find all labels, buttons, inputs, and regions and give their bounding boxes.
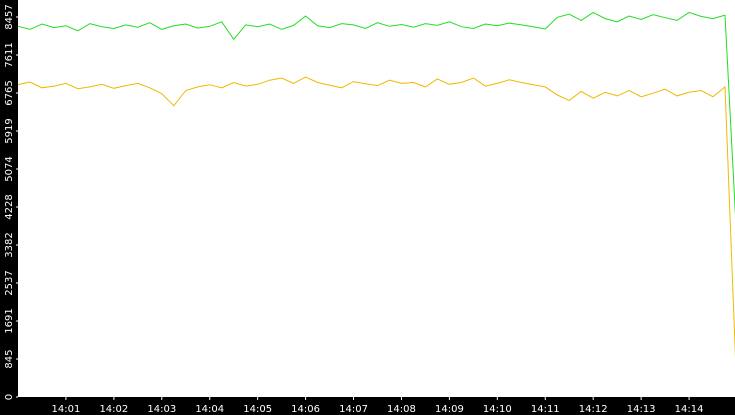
x-tick-label: 14:12: [579, 404, 608, 415]
series-line: [18, 76, 735, 359]
x-axis-strip: [0, 397, 735, 415]
x-tick-label: 14:11: [531, 404, 560, 415]
y-tick-label: 5919: [4, 118, 15, 143]
y-tick-label: 5074: [4, 156, 15, 181]
x-tick-label: 14:07: [339, 404, 368, 415]
plot-area: [18, 11, 735, 359]
x-tick-label: 14:04: [195, 404, 224, 415]
y-tick-label: 845: [4, 349, 15, 368]
y-tick-label: 1691: [4, 308, 15, 333]
x-tick-label: 14:06: [291, 404, 320, 415]
x-tick-label: 14:10: [483, 404, 512, 415]
y-tick-label: 7611: [4, 42, 15, 67]
x-tick-label: 14:13: [627, 404, 656, 415]
y-tick-label: 4228: [4, 194, 15, 219]
y-tick-label: 0: [4, 394, 15, 400]
y-tick-label: 2537: [4, 270, 15, 295]
x-tick-label: 14:02: [99, 404, 128, 415]
series-line: [18, 11, 735, 217]
y-tick-label: 6765: [4, 80, 15, 105]
x-tick-label: 14:14: [675, 404, 704, 415]
x-tick-label: 14:08: [387, 404, 416, 415]
x-tick-label: 14:05: [243, 404, 272, 415]
x-tick-label: 14:03: [147, 404, 176, 415]
x-tick-label: 14:09: [435, 404, 464, 415]
y-axis-strip: [0, 0, 18, 415]
y-tick-label: 8457: [4, 4, 15, 29]
y-tick-label: 3382: [4, 232, 15, 257]
x-tick-label: 14:01: [52, 404, 81, 415]
